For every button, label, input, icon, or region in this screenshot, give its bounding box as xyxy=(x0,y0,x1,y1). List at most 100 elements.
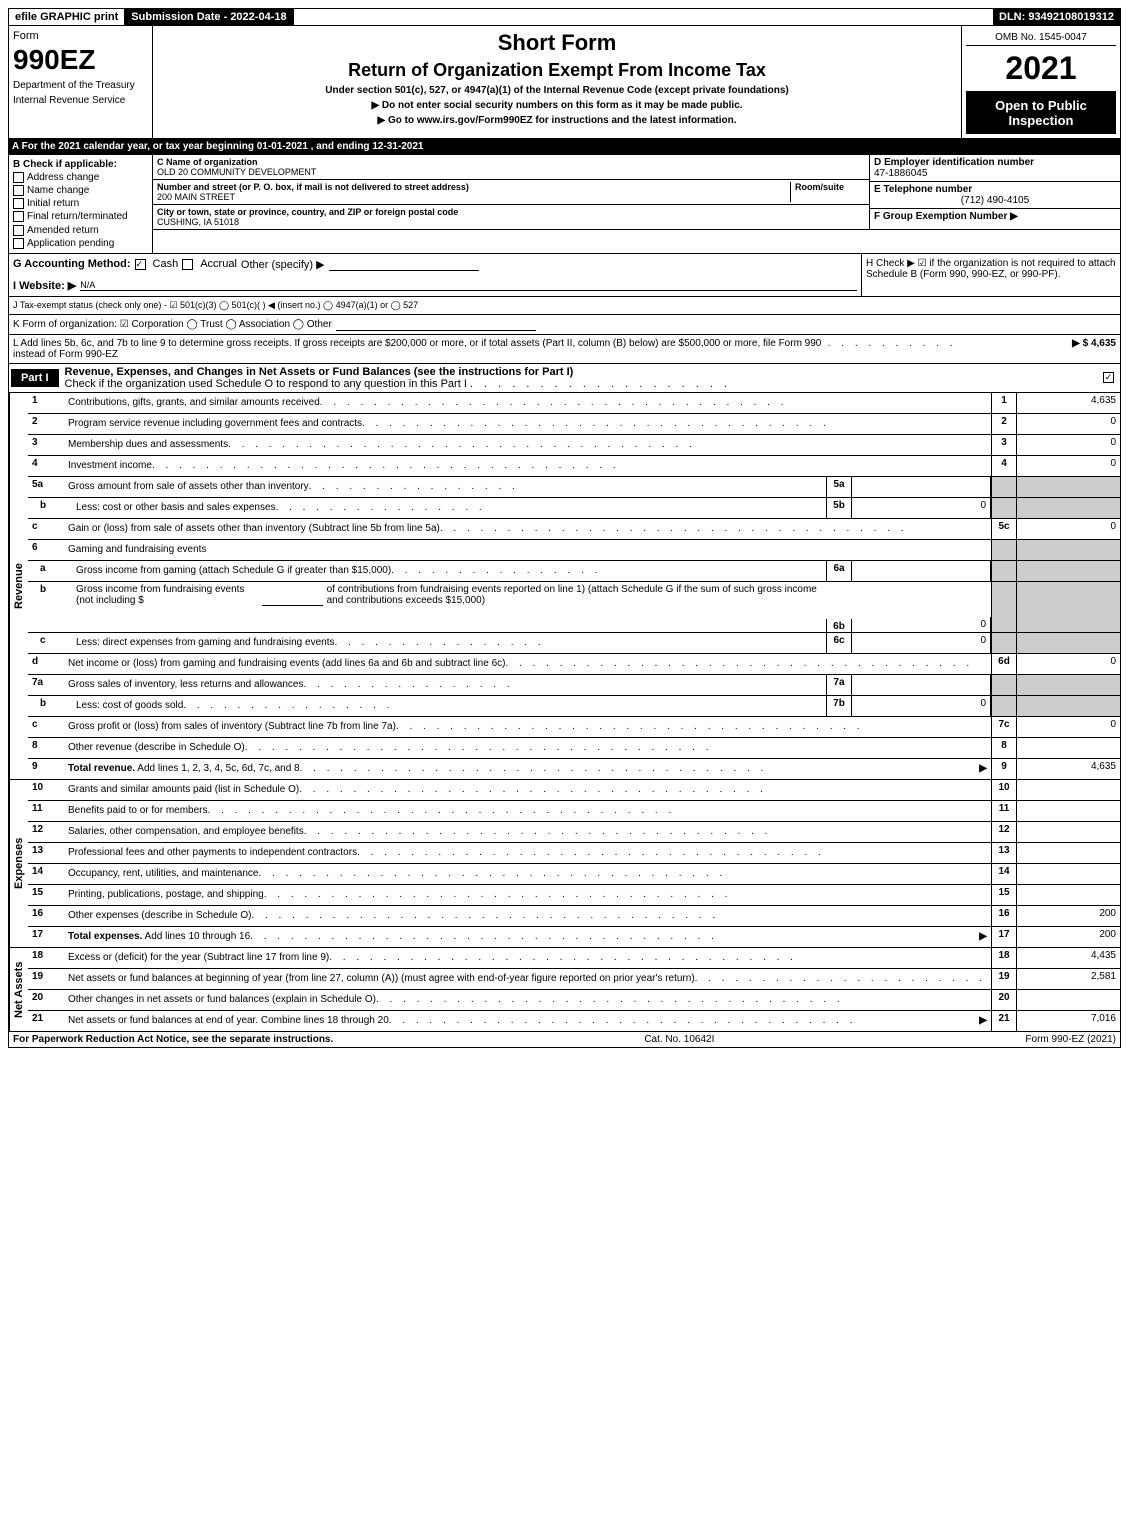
return-title: Return of Organization Exempt From Incom… xyxy=(157,60,957,81)
tax-year: 2021 xyxy=(966,46,1116,91)
right-line-number: 17 xyxy=(991,927,1017,947)
right-line-value: 0 xyxy=(1017,717,1120,737)
part-I-header: Part I Revenue, Expenses, and Changes in… xyxy=(8,364,1121,393)
header-center: Short Form Return of Organization Exempt… xyxy=(153,26,962,138)
go-to-link[interactable]: ▶ Go to www.irs.gov/Form990EZ for instru… xyxy=(157,115,957,126)
right-line-value xyxy=(1017,582,1120,632)
schedule-b-check-text: H Check ▶ ☑ if the organization is not r… xyxy=(866,258,1116,280)
cat-no: Cat. No. 10642I xyxy=(644,1034,714,1045)
inner-line-value: 0 xyxy=(852,617,991,632)
part-I-label: Part I xyxy=(11,369,59,387)
line-number: c xyxy=(28,633,72,653)
contrib-amount-input[interactable] xyxy=(262,584,323,606)
dots: . . . . . . . . . . . . . . . . . . . . … xyxy=(695,973,987,984)
street-label: Number and street (or P. O. box, if mail… xyxy=(157,182,469,192)
line-desc-text: Gross sales of inventory, less returns a… xyxy=(68,679,303,690)
line-row: 13Professional fees and other payments t… xyxy=(28,843,1120,864)
line-desc-text: Less: cost of goods sold xyxy=(76,700,183,711)
arrow-icon: ▶ xyxy=(979,763,987,774)
revenue-side-label: Revenue xyxy=(9,393,28,779)
right-line-number: 14 xyxy=(991,864,1017,884)
right-line-number: 12 xyxy=(991,822,1017,842)
line-number: 9 xyxy=(28,759,64,779)
part-I-checkbox[interactable] xyxy=(1103,372,1114,383)
check-if-applicable-checkbox[interactable] xyxy=(13,225,24,236)
line-desc-text: Other changes in net assets or fund bala… xyxy=(68,994,376,1005)
dots: . . . . . . . . . . . . . . . . . . . . … xyxy=(264,889,987,900)
right-line-number xyxy=(991,582,1017,632)
org-name: OLD 20 COMMUNITY DEVELOPMENT xyxy=(157,167,316,177)
inner-line-number: 7a xyxy=(826,675,852,695)
line-row: 8Other revenue (describe in Schedule O) … xyxy=(28,738,1120,759)
line-desc-text: Other expenses (describe in Schedule O) xyxy=(68,910,251,921)
dept-irs: Internal Revenue Service xyxy=(13,95,148,106)
efile-print-label[interactable]: efile GRAPHIC print xyxy=(9,9,125,25)
omb-number: OMB No. 1545-0047 xyxy=(966,30,1116,46)
line-number: 21 xyxy=(28,1011,64,1031)
check-if-applicable-checkbox[interactable] xyxy=(13,238,24,249)
check-if-applicable-checkbox[interactable] xyxy=(13,198,24,209)
line-number: 7a xyxy=(28,675,64,695)
section-H: H Check ▶ ☑ if the organization is not r… xyxy=(862,254,1120,296)
check-if-applicable-checkbox[interactable] xyxy=(13,172,24,183)
line-desc-text: Investment income xyxy=(68,460,152,471)
right-line-value: 0 xyxy=(1017,654,1120,674)
dots: . . . . . . . . . . . . . . . . . . . . … xyxy=(208,805,987,816)
right-line-value xyxy=(1017,561,1120,581)
line-row: 5aGross amount from sale of assets other… xyxy=(28,477,1120,498)
line-row: 15Printing, publications, postage, and s… xyxy=(28,885,1120,906)
cash-label: Cash xyxy=(153,258,179,270)
room-label: Room/suite xyxy=(795,182,844,192)
line-desc-text: Program service revenue including govern… xyxy=(68,418,362,429)
line-desc-text: Other revenue (describe in Schedule O) xyxy=(68,742,245,753)
line-row: 1Contributions, gifts, grants, and simil… xyxy=(28,393,1120,414)
line-row: b Less: cost of goods sold . . . . . . . … xyxy=(28,696,1120,717)
net-assets-block: Net Assets 18Excess or (deficit) for the… xyxy=(8,948,1121,1032)
line-desc-text: Total revenue. Add lines 1, 2, 3, 4, 5c,… xyxy=(68,763,300,774)
line-row: 3Membership dues and assessments . . . .… xyxy=(28,435,1120,456)
right-line-number: 18 xyxy=(991,948,1017,968)
dots: . . . . . . . . . . . . . . . . xyxy=(183,700,822,711)
line-row: 17 Total expenses. Add lines 10 through 1… xyxy=(28,927,1120,947)
line-number: 5a xyxy=(28,477,64,497)
dots: . . . . . . . . . . . . . . . . xyxy=(334,637,822,648)
line-desc-text: Total expenses. Add lines 10 through 16 xyxy=(68,931,250,942)
right-line-value: 200 xyxy=(1017,906,1120,926)
other-org-input[interactable] xyxy=(336,318,536,331)
inner-line-value: 0 xyxy=(852,498,991,518)
right-line-value xyxy=(1017,477,1120,497)
line-number: 6 xyxy=(28,540,64,560)
line-row: cGross profit or (loss) from sales of in… xyxy=(28,717,1120,738)
inner-line-number: 6b xyxy=(826,619,852,632)
telephone-label: E Telephone number xyxy=(874,184,972,195)
check-if-applicable-checkbox[interactable] xyxy=(13,185,24,196)
right-line-value: 0 xyxy=(1017,519,1120,539)
cash-checkbox[interactable] xyxy=(135,259,146,270)
section-L: L Add lines 5b, 6c, and 7b to line 9 to … xyxy=(8,335,1121,364)
line-desc-text: Gaming and fundraising events xyxy=(64,540,991,560)
submission-date: Submission Date - 2022-04-18 xyxy=(125,9,293,25)
right-line-value xyxy=(1017,843,1120,863)
dots: . . . . . . . . . . . . . . . . . . . . … xyxy=(228,439,987,450)
check-if-applicable-checkbox[interactable] xyxy=(13,211,24,222)
check-if-applicable-label: Amended return xyxy=(27,225,99,236)
line-number: b xyxy=(28,696,72,716)
city-value: CUSHING, IA 51018 xyxy=(157,217,239,227)
line-number: 15 xyxy=(28,885,64,905)
right-line-number: 13 xyxy=(991,843,1017,863)
dots: . . . . . . . . . . . . . . . . . . . . … xyxy=(357,847,987,858)
line-number: 2 xyxy=(28,414,64,434)
net-assets-side-label: Net Assets xyxy=(9,948,28,1031)
inner-line-number: 6a xyxy=(826,561,852,581)
expenses-block: Expenses 10Grants and similar amounts pa… xyxy=(8,780,1121,948)
line-row: 10Grants and similar amounts paid (list … xyxy=(28,780,1120,801)
check-if-applicable-label: Name change xyxy=(27,185,89,196)
inner-line-number: 7b xyxy=(826,696,852,716)
other-specify-input[interactable] xyxy=(329,258,479,271)
right-line-number: 16 xyxy=(991,906,1017,926)
accrual-checkbox[interactable] xyxy=(182,259,193,270)
check-if-applicable-label: Initial return xyxy=(27,198,79,209)
arrow-icon: ▶ xyxy=(979,1015,987,1026)
right-line-number xyxy=(991,561,1017,581)
right-line-value xyxy=(1017,780,1120,800)
